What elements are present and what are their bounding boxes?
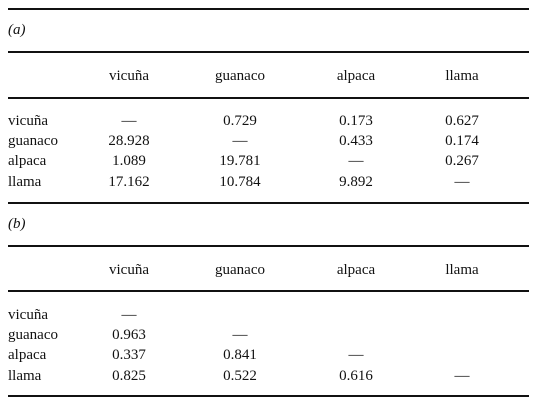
rule [8,51,529,53]
cell: 17.162 [108,174,150,190]
cell: — [348,347,364,363]
table-label: (b) [8,216,26,232]
column-header: guanaco [215,262,265,278]
cell: — [232,133,248,149]
cell: 0.841 [223,347,257,363]
rule [8,202,529,204]
column-header: llama [445,262,479,278]
cell: 19.781 [219,153,261,169]
row-label: vicuña [8,113,48,129]
row-label: vicuña [8,307,48,323]
column-header: llama [445,68,479,84]
cell: — [121,113,137,129]
rule [8,8,529,10]
cell: 0.522 [223,368,257,384]
cell: 0.174 [445,133,479,149]
cell: 28.928 [108,133,150,149]
cell: — [454,368,470,384]
row-label: alpaca [8,347,47,363]
row-label: alpaca [8,153,47,169]
rule [8,395,529,397]
cell: 0.729 [223,113,257,129]
table-label: (a) [8,22,26,38]
cell: 0.963 [112,327,146,343]
cell: 9.892 [339,174,373,190]
column-header: guanaco [215,68,265,84]
cell: 0.173 [339,113,373,129]
cell: 0.337 [112,347,146,363]
column-header: alpaca [336,262,376,278]
cell: 0.825 [112,368,146,384]
row-label: llama [8,174,42,190]
column-header: vicuña [109,68,149,84]
rule [8,245,529,247]
cell: 0.627 [445,113,479,129]
rule [8,290,529,292]
cell: — [454,174,470,190]
cell: 0.616 [339,368,373,384]
cell: 1.089 [112,153,146,169]
cell: 0.433 [339,133,373,149]
column-header: alpaca [336,68,376,84]
row-label: llama [8,368,42,384]
cell: — [121,307,137,323]
rule [8,97,529,99]
row-label: guanaco [8,133,58,149]
column-header: vicuña [109,262,149,278]
row-label: guanaco [8,327,58,343]
cell: 10.784 [219,174,261,190]
cell: 0.267 [445,153,479,169]
cell: — [348,153,364,169]
cell: — [232,327,248,343]
